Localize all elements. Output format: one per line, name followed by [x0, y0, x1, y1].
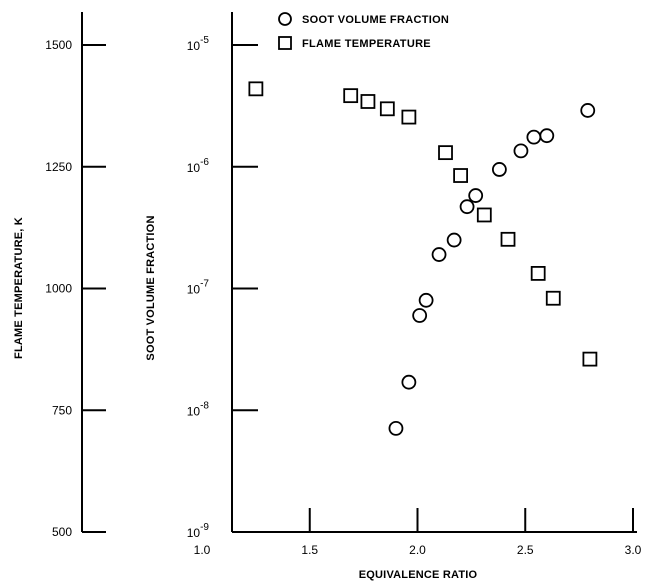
temperature-axis-ticks: 500 750 1000 1250 1500	[45, 38, 106, 539]
temperature-point	[476, 207, 492, 223]
soot-tick-label: 10-9	[187, 522, 210, 540]
soot-point	[513, 143, 529, 159]
soot-tick-label: 10-8	[187, 400, 210, 418]
soot-point	[491, 162, 507, 177]
soot-point	[412, 308, 428, 323]
soot-point	[401, 374, 417, 390]
x-axis-ticks: 1.0 1.5 2.0 2.5 3.0	[194, 508, 642, 557]
temperature-point	[545, 290, 561, 306]
soot-axis-ticks: 10-9 10-8 10-7 10-6 10-5	[187, 35, 258, 540]
data-marks	[248, 81, 598, 436]
temperature-point	[582, 351, 598, 367]
soot-axis: 10-9 10-8 10-7 10-6 10-5 SOOT VOLUME FRACTIO…	[145, 12, 258, 540]
x-tick-label: 3.0	[625, 543, 642, 557]
x-tick-label: 1.0	[194, 543, 211, 557]
temperature-point	[379, 101, 395, 117]
soot-point	[459, 199, 475, 215]
soot-tick-label: 10-6	[187, 157, 210, 175]
temperature-tick-label: 750	[52, 403, 72, 417]
soot-point	[526, 129, 542, 145]
soot-point	[446, 232, 462, 248]
legend-square-marker	[278, 36, 292, 50]
temperature-axis-label: FLAME TEMPERATURE, K	[13, 217, 25, 359]
temperature-point	[530, 266, 546, 281]
temperature-tick-label: 500	[52, 525, 72, 539]
soot-point	[418, 292, 434, 308]
temperature-point	[453, 168, 469, 183]
x-tick-label: 2.0	[409, 543, 426, 557]
temperature-point	[248, 81, 264, 97]
soot-tick-label: 10-7	[187, 279, 210, 297]
temperature-point	[500, 231, 516, 247]
x-axis: 1.0 1.5 2.0 2.5 3.0 EQUIVALENCE RATIO	[194, 508, 642, 581]
soot-axis-label: SOOT VOLUME FRACTION	[145, 215, 157, 360]
soot-point	[580, 103, 596, 118]
legend-circle-marker	[278, 12, 292, 26]
legend-entry-temperature: FLAME TEMPERATURE	[302, 38, 431, 50]
temperature-point	[438, 145, 453, 161]
soot-point	[468, 188, 484, 203]
temperature-tick-label: 1000	[45, 282, 72, 296]
x-axis-label: EQUIVALENCE RATIO	[359, 569, 478, 581]
legend-entry-soot: SOOT VOLUME FRACTION	[302, 14, 449, 26]
soot-point	[539, 128, 555, 144]
temperature-tick-label: 1250	[45, 160, 72, 174]
soot-point	[431, 247, 447, 262]
temperature-tick-label: 1500	[45, 38, 72, 52]
soot-tick-label: 10-5	[187, 35, 210, 53]
soot-point	[388, 420, 404, 436]
temperature-point	[360, 94, 376, 109]
temperature-point	[343, 88, 359, 104]
legend: SOOT VOLUME FRACTION FLAME TEMPERATURE	[278, 12, 449, 50]
temperature-point	[401, 109, 417, 125]
x-tick-label: 2.5	[517, 543, 534, 557]
x-tick-label: 1.5	[301, 543, 318, 557]
temperature-axis: 500 750 1000 1250 1500 FLAME TEMPERATURE, K	[13, 12, 106, 539]
